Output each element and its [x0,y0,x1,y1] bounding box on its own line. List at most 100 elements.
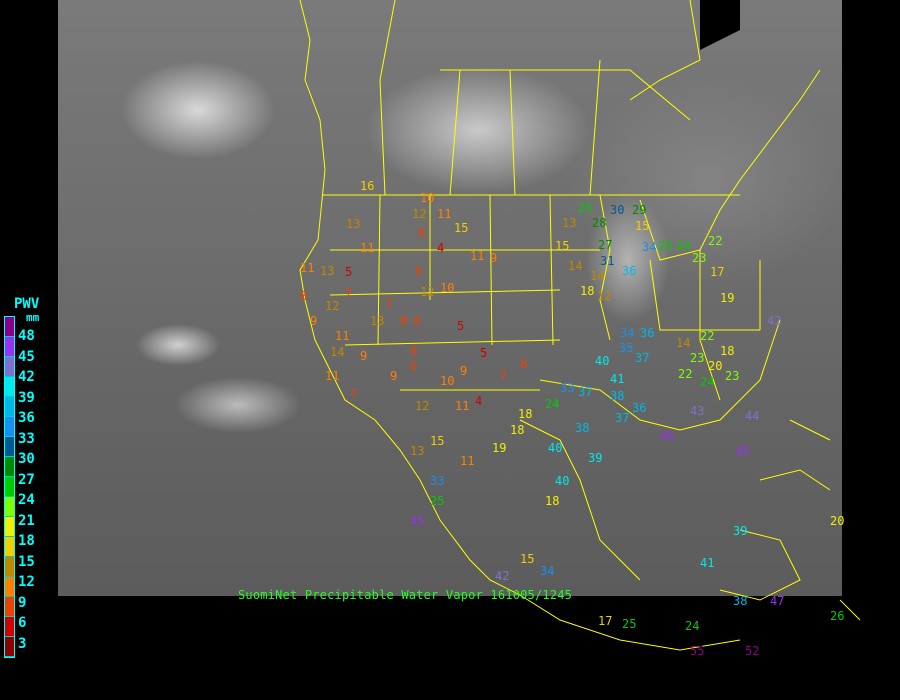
boundary-line [759,469,831,491]
station-pwv-value: 12 [325,299,339,313]
boundary-line [379,0,396,196]
boundary-line [344,339,561,346]
legend-label: 24 [18,492,35,508]
legend-label: 42 [18,369,35,385]
station-pwv-value: 40 [555,474,569,488]
legend-label: 3 [18,635,27,652]
legend-label: 12 [18,574,35,590]
station-pwv-value: 15 [555,239,569,253]
legend-swatch [5,497,14,517]
station-pwv-value: 37 [635,351,649,365]
boundary-line [649,259,760,331]
legend-label: 48 [18,328,35,344]
station-pwv-value: 55 [690,644,704,658]
station-pwv-value: 11 [437,207,451,221]
station-pwv-value: 18 [518,407,532,421]
station-pwv-value: 24 [676,239,690,253]
station-pwv-value: 28 [592,216,606,230]
station-pwv-value: 24 [685,619,699,633]
boundary-line [440,69,691,121]
station-pwv-value: 11 [455,399,469,413]
station-pwv-value: 9 [390,369,397,383]
station-pwv-value: 10 [440,281,454,295]
station-pwv-value: 12 [420,285,434,299]
boundary-line [839,599,861,621]
legend-swatch [5,517,14,537]
legend-swatch [5,477,14,497]
legend-label: 33 [18,430,35,447]
station-pwv-value: 8 [418,226,425,240]
no-data-region [700,0,740,50]
legend-label: 39 [18,389,35,406]
station-pwv-value: 25 [622,617,636,631]
station-pwv-value: 33 [430,474,444,488]
station-pwv-value: 13 [370,314,384,328]
station-pwv-value: 14 [568,259,582,273]
station-pwv-value: 4 [437,241,444,255]
station-pwv-value: 11 [470,249,484,263]
station-pwv-value: 22 [708,234,722,248]
station-pwv-value: 4 [475,394,482,408]
legend-swatch [5,417,14,437]
station-pwv-value: 8 [300,289,307,303]
legend-swatch [5,357,14,377]
station-pwv-value: 12 [415,399,429,413]
boundary-line [699,250,721,401]
station-pwv-value: 5 [457,319,464,333]
legend-label: 9 [18,594,27,611]
station-pwv-value: 16 [360,179,374,193]
legend-label: 30 [18,451,35,467]
station-pwv-value: 13 [320,264,334,278]
station-pwv-value: 42 [767,314,781,328]
station-pwv-value: 34 [620,326,634,340]
station-pwv-value: 47 [770,594,784,608]
station-pwv-value: 9 [360,349,367,363]
legend-color-bar [4,316,15,658]
station-pwv-value: 8 [410,344,417,358]
legend-label: 18 [18,533,35,549]
station-pwv-value: 37 [615,411,629,425]
station-pwv-value: 7 [345,286,352,300]
station-pwv-value: 5 [480,346,487,360]
legend-swatch [5,537,14,557]
station-pwv-value: 35 [619,341,633,355]
station-pwv-value: 19 [492,441,506,455]
station-pwv-value: 41 [610,372,624,386]
boundary-line [377,194,381,346]
legend-swatch [5,617,14,637]
station-pwv-value: 18 [720,344,734,358]
satellite-map [58,0,842,596]
station-pwv-value: 14 [590,269,604,283]
station-pwv-value: 24 [545,397,559,411]
station-pwv-value: 45 [410,514,424,528]
station-pwv-value: 6 [410,359,417,373]
station-pwv-value: 34 [540,564,554,578]
station-pwv-value: 17 [598,614,612,628]
station-pwv-value: 22 [700,329,714,343]
station-pwv-value: 38 [610,389,624,403]
station-pwv-value: 52 [745,644,759,658]
station-pwv-value: 7 [350,387,357,401]
station-pwv-value: 6 [415,264,422,278]
station-pwv-value: 8 [520,357,527,371]
station-pwv-value: 22 [678,367,692,381]
boundary-line [519,419,641,581]
station-pwv-value: 36 [632,401,646,415]
station-pwv-value: 18 [510,423,524,437]
station-pwv-value: 14 [676,336,690,350]
station-pwv-value: 11 [300,261,314,275]
station-pwv-value: 11 [460,454,474,468]
station-pwv-value: 26 [830,609,844,623]
station-pwv-value: 25 [430,494,444,508]
station-pwv-value: 15 [454,221,468,235]
boundary-line [489,194,493,346]
station-pwv-value: 10 [440,374,454,388]
station-pwv-value: 36 [622,264,636,278]
boundary-line [449,69,461,196]
legend-swatch [5,637,14,657]
station-pwv-value: 8 [400,314,407,328]
station-pwv-value: 15 [635,219,649,233]
legend-title: PWV [14,296,40,312]
station-pwv-value: 23 [692,251,706,265]
